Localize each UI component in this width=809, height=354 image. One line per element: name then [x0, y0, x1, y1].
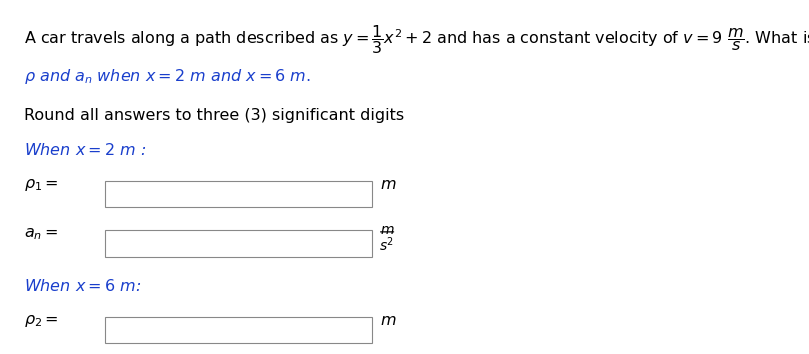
- Text: Round all answers to three (3) significant digits: Round all answers to three (3) significa…: [24, 108, 404, 123]
- Text: When $x = 6\ m$:: When $x = 6\ m$:: [24, 278, 142, 294]
- Text: A car travels along a path described as $y = \dfrac{1}{3}x^2 + 2$ and has a cons: A car travels along a path described as …: [24, 23, 809, 56]
- FancyBboxPatch shape: [105, 230, 372, 257]
- Text: $\rho_2 =$: $\rho_2 =$: [24, 313, 59, 329]
- Text: When $x = 2\ m$ :: When $x = 2\ m$ :: [24, 142, 146, 158]
- Text: $s^2$: $s^2$: [379, 235, 394, 254]
- Text: $m$: $m$: [380, 177, 396, 192]
- FancyBboxPatch shape: [105, 317, 372, 343]
- Text: $m$: $m$: [380, 313, 396, 328]
- Text: $a_n =$: $a_n =$: [24, 227, 58, 242]
- Text: $\rho_1 =$: $\rho_1 =$: [24, 177, 59, 193]
- Text: $m$: $m$: [380, 223, 395, 237]
- FancyBboxPatch shape: [105, 181, 372, 207]
- Text: $\rho$ and $a_n$ when $x = 2\ m$ and $x = 6\ m.$: $\rho$ and $a_n$ when $x = 2\ m$ and $x …: [24, 67, 311, 86]
